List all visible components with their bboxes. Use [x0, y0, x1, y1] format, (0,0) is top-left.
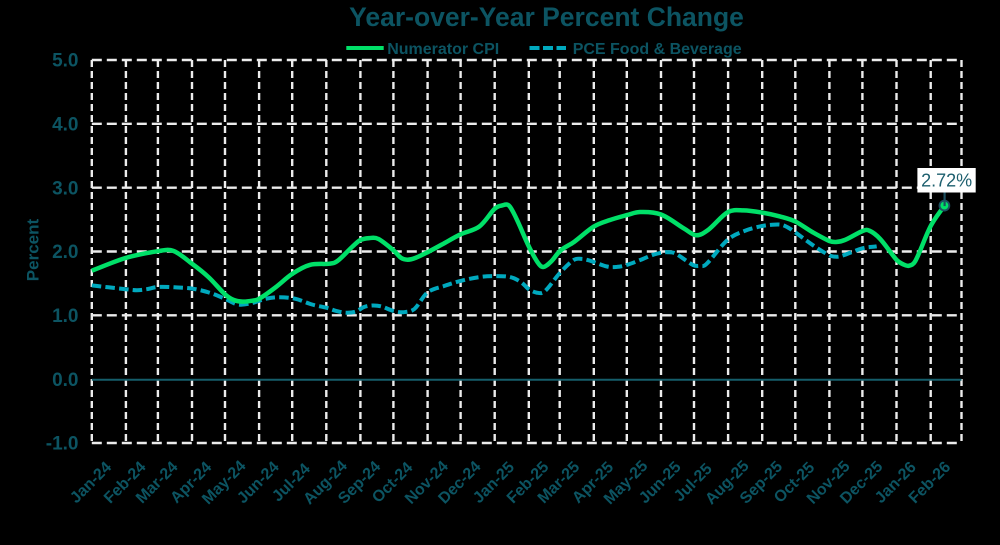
svg-text:PCE Food & Beverage: PCE Food & Beverage [573, 41, 742, 58]
svg-text:2.72%: 2.72% [921, 171, 972, 191]
svg-text:-1.0: -1.0 [46, 434, 79, 455]
svg-text:Numerator CPI: Numerator CPI [387, 41, 499, 58]
svg-text:5.0: 5.0 [52, 51, 78, 72]
svg-text:4.0: 4.0 [52, 115, 78, 136]
svg-text:3.0: 3.0 [52, 178, 78, 199]
svg-text:Percent: Percent [24, 218, 43, 281]
svg-text:0.0: 0.0 [52, 370, 78, 391]
svg-text:Year-over-Year Percent Change: Year-over-Year Percent Change [349, 2, 744, 32]
svg-text:2.0: 2.0 [52, 242, 78, 263]
svg-text:1.0: 1.0 [52, 306, 78, 327]
